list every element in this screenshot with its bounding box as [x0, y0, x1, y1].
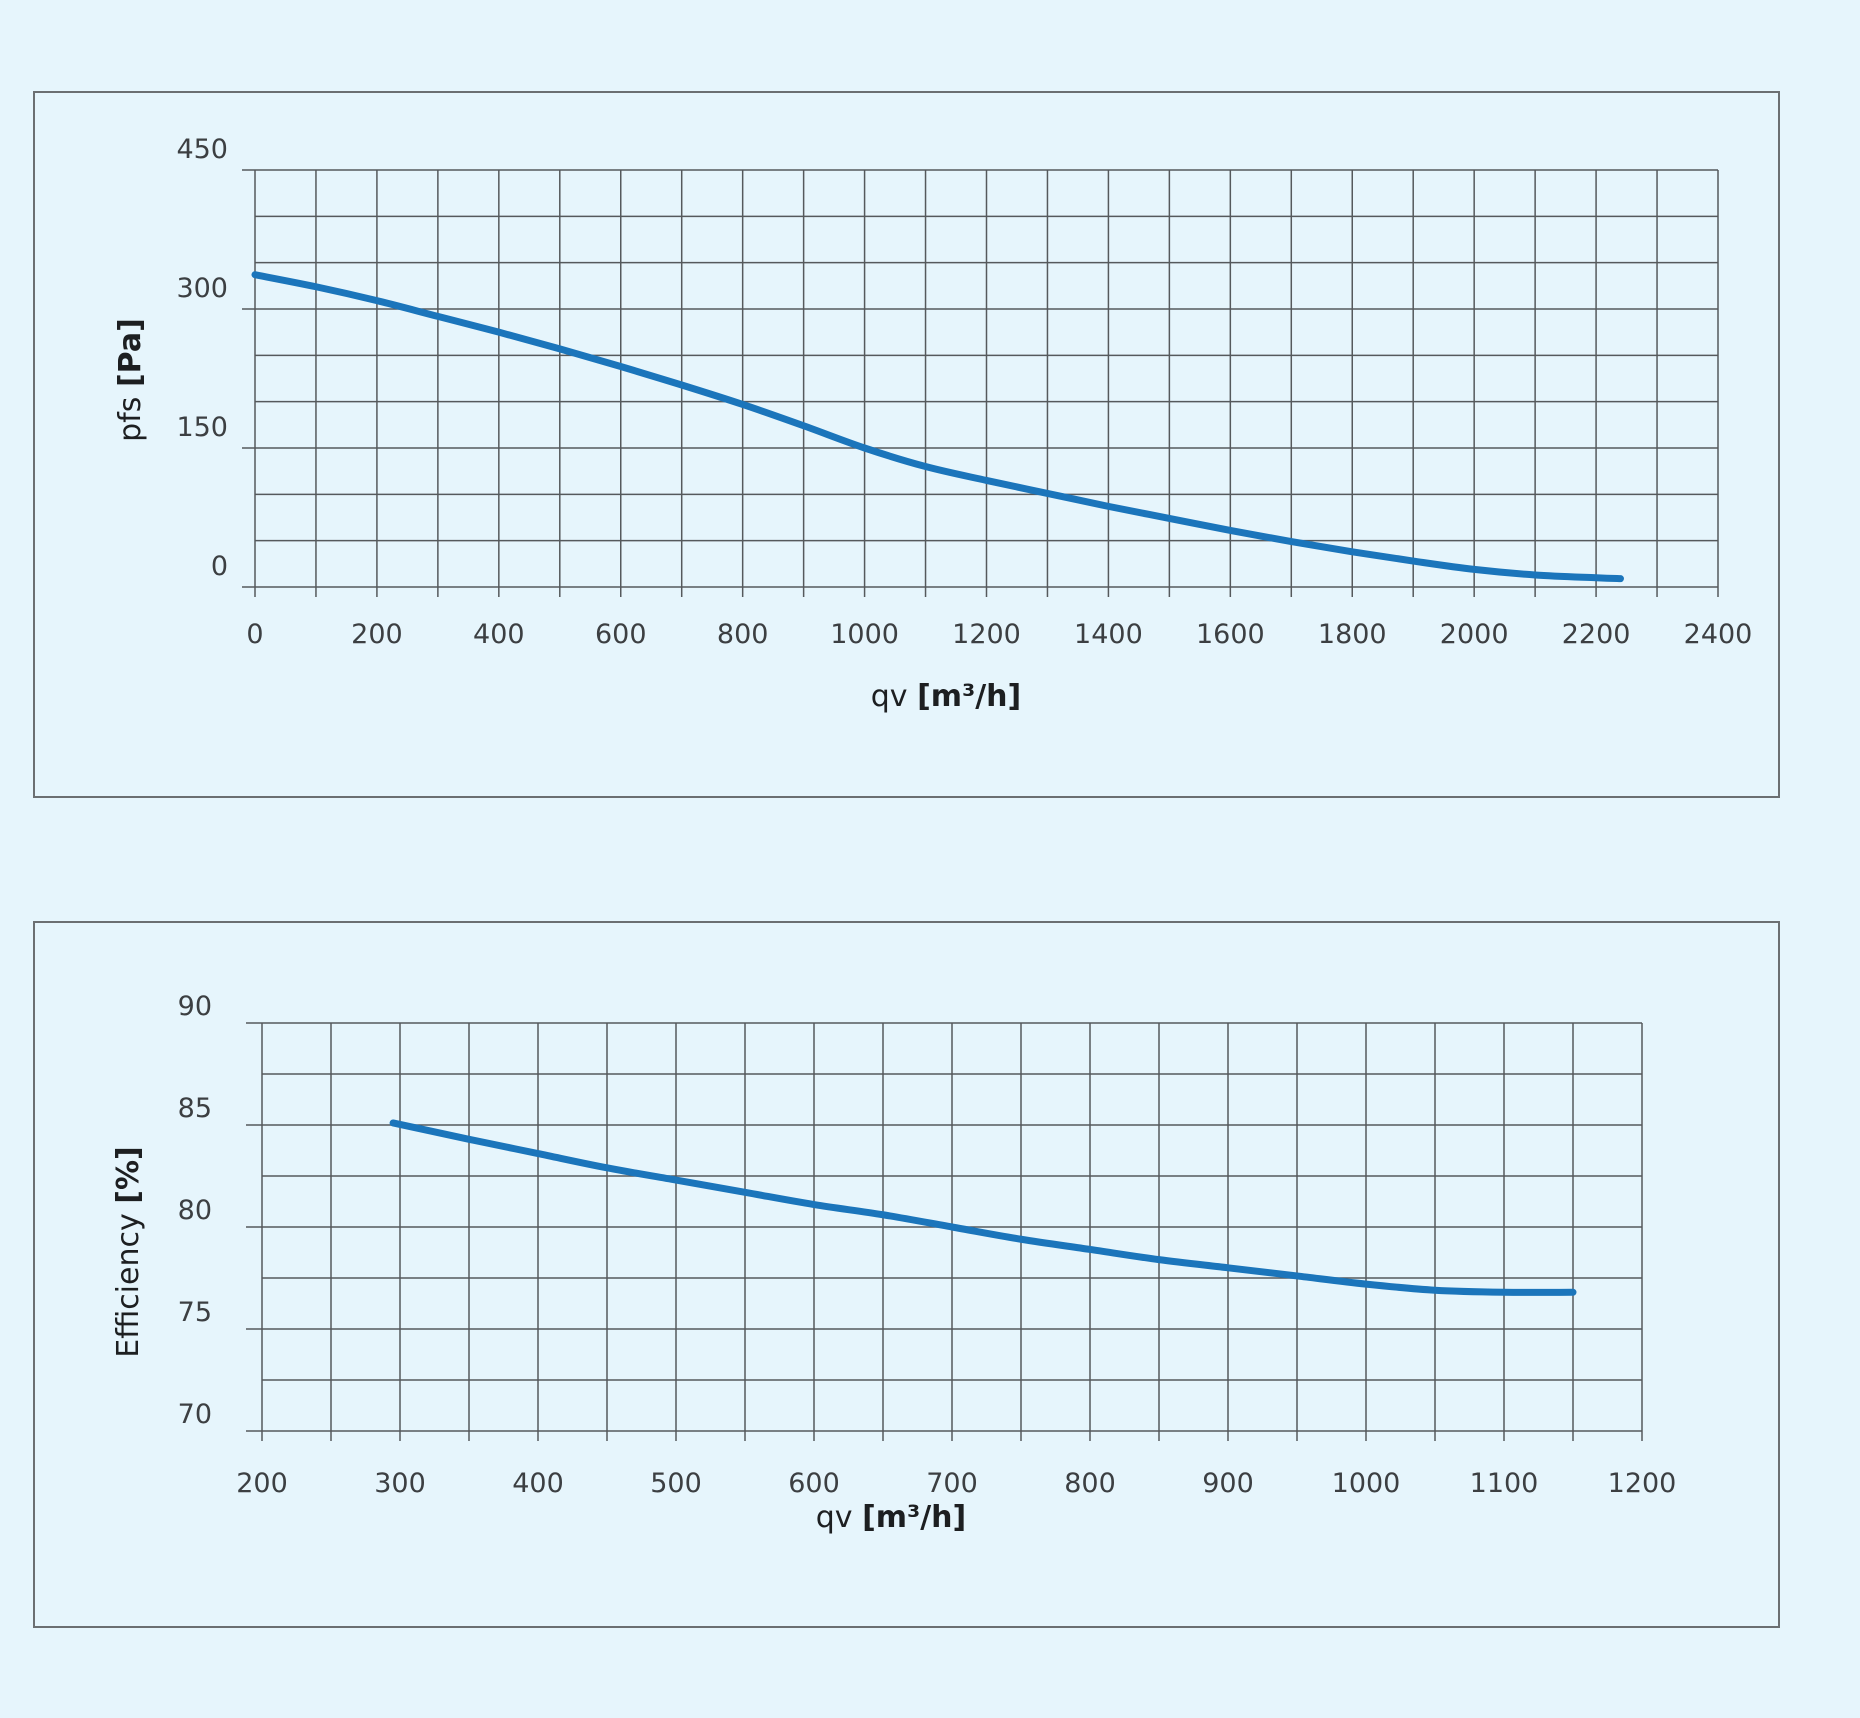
pressure-chart-y-tick-300: 300: [176, 273, 228, 304]
pressure-chart-x-tick-400: 400: [473, 619, 525, 650]
efficiency-chart-y-ticks: 70 75 80 85 90: [178, 991, 262, 1432]
pressure-chart-series-line-0: [251, 271, 1624, 583]
pressure-chart-y-tick-450: 450: [176, 134, 228, 165]
efficiency-chart-x-tick-700: 700: [926, 1468, 978, 1499]
efficiency-chart-x-axis-unit: [m³/h]: [862, 1500, 966, 1535]
pressure-chart-x-tick-800: 800: [717, 619, 769, 650]
efficiency-chart-y-tick-75: 75: [178, 1297, 212, 1328]
pressure-chart-x-tick-600: 600: [595, 619, 647, 650]
efficiency-chart-series-line-0: [389, 1119, 1577, 1296]
efficiency-chart-x-tick-900: 900: [1202, 1468, 1254, 1499]
pressure-chart-x-tick-1800: 1800: [1318, 619, 1387, 650]
efficiency-chart-x-tick-600: 600: [788, 1468, 840, 1499]
efficiency-chart-x-tick-1100: 1100: [1470, 1468, 1539, 1499]
pressure-chart-x-tick-2000: 2000: [1440, 619, 1509, 650]
pressure-chart-grid: [254, 169, 1719, 597]
pressure-chart-y-axis-name: pfs: [113, 397, 148, 442]
pressure-chart-y-tick-150: 150: [176, 412, 228, 443]
pressure-chart-x-ticks: 0 200 400 600 800 1000 1200 1400 1600 1800 2000 220…: [246, 619, 1752, 650]
efficiency-chart-x-tick-1000: 1000: [1332, 1468, 1401, 1499]
pressure-chart-x-tick-1000: 1000: [830, 619, 899, 650]
efficiency-chart-x-ticks: 200 300 400 500 600 700 800 900 1000 1100 1200: [236, 1468, 1676, 1499]
efficiency-chart-x-tick-300: 300: [374, 1468, 426, 1499]
efficiency-chart-frame: [33, 921, 1780, 1628]
pressure-chart-y-ticks: 0 150 300 450: [176, 134, 255, 588]
efficiency-chart-grid: [261, 1022, 1643, 1441]
pressure-chart-x-axis-name: qv: [871, 679, 908, 714]
efficiency-chart-x-tick-500: 500: [650, 1468, 702, 1499]
efficiency-chart-x-tick-800: 800: [1064, 1468, 1116, 1499]
efficiency-chart-x-axis-label: qv [m³/h]: [816, 1500, 966, 1535]
efficiency-chart-y-axis-unit: [%]: [111, 1146, 146, 1203]
pressure-chart-y-axis-label: pfs [Pa]: [113, 318, 148, 442]
pressure-chart-x-tick-1200: 1200: [952, 619, 1021, 650]
pressure-chart-x-axis-label: qv [m³/h]: [871, 679, 1021, 714]
efficiency-chart-series: [389, 1119, 1577, 1296]
pressure-chart-x-tick-2400: 2400: [1684, 619, 1753, 650]
pressure-chart-x-tick-200: 200: [351, 619, 403, 650]
efficiency-chart-y-axis-name: Efficiency: [111, 1213, 146, 1358]
pressure-chart-x-tick-2200: 2200: [1562, 619, 1631, 650]
pressure-chart-x-tick-1400: 1400: [1074, 619, 1143, 650]
efficiency-chart-x-axis-name: qv: [816, 1500, 853, 1535]
pressure-chart-panel: 0 200 400 600 800 1000 1200 1400 1600 1800 2000 220…: [33, 91, 1780, 798]
efficiency-chart-y-tick-85: 85: [178, 1093, 212, 1124]
efficiency-chart-y-tick-90: 90: [178, 991, 212, 1022]
pressure-chart-x-axis-unit: [m³/h]: [917, 679, 1021, 714]
pressure-chart-frame: [33, 91, 1780, 798]
pressure-chart-x-tick-1600: 1600: [1196, 619, 1265, 650]
efficiency-chart-y-axis-label: Efficiency [%]: [111, 1146, 146, 1358]
efficiency-chart-panel: 200 300 400 500 600 700 800 900 1000 1100 1200 707…: [33, 921, 1780, 1628]
pressure-chart-x-tick-0: 0: [246, 619, 263, 650]
pressure-chart-y-tick-0: 0: [211, 551, 228, 582]
pressure-chart-y-axis-unit: [Pa]: [113, 318, 148, 387]
pressure-chart-series: [251, 271, 1624, 583]
efficiency-chart-x-tick-1200: 1200: [1608, 1468, 1677, 1499]
efficiency-chart-x-tick-400: 400: [512, 1468, 564, 1499]
efficiency-chart-x-tick-200: 200: [236, 1468, 288, 1499]
efficiency-chart-y-tick-80: 80: [178, 1195, 212, 1226]
efficiency-chart-y-tick-70: 70: [178, 1399, 212, 1430]
